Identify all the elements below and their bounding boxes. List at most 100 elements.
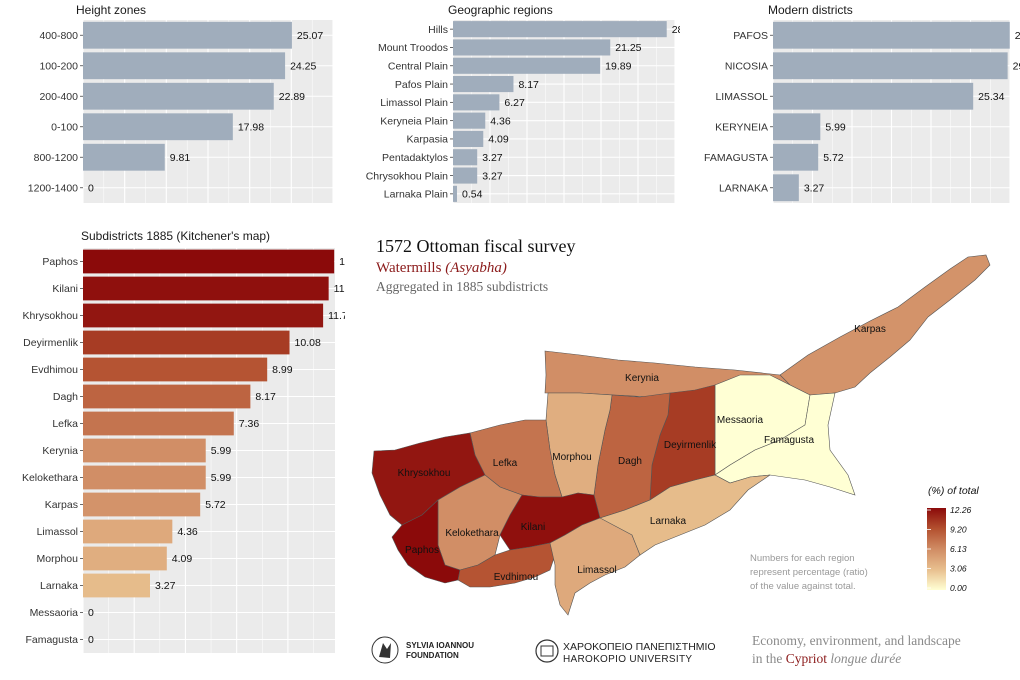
height-zones-data-label-1200-1400: 0: [88, 182, 94, 194]
subdistricts-data-label-limassol: 4.36: [177, 526, 198, 538]
modern-districts-chart: Modern districts PAFOS 29.97 NICOSIA 29.7 LI…: [704, 3, 1020, 203]
sylvia-ioannou-emblem-icon: [371, 636, 399, 664]
geographic-regions-tick-label-chrysokhou-plain: Chrysokhou Plain: [366, 170, 448, 182]
subdistricts-bar-kelokethara: [83, 465, 206, 490]
region-limassol: [549, 509, 641, 616]
map-label-evdhimou: Evdhimou: [494, 572, 538, 583]
height-zones-data-label-100-200: 24.25: [290, 60, 316, 72]
subdistricts-tick-label-kelokethara: Kelokethara: [22, 472, 78, 484]
subdistricts-bar-larnaka: [83, 573, 150, 598]
map-label-famagusta: Famagusta: [764, 435, 814, 446]
height-zones-data-label-0-100: 17.98: [238, 121, 264, 133]
modern-districts-bar-larnaka: [773, 174, 799, 202]
harokopio-emblem-icon: [535, 639, 559, 663]
modern-districts-bar-limassol: [773, 82, 974, 110]
subdistricts-data-label-kilani: 11.99: [334, 283, 345, 295]
subdistricts-tick-label-evdhimou: Evdhimou: [31, 364, 78, 376]
subdistricts-data-label-famagusta: 0: [88, 634, 94, 646]
modern-districts-data-label-larnaka: 3.27: [804, 182, 825, 194]
height-zones-title: Height zones: [76, 3, 146, 17]
height-zones-tick-label-0-100: 0-100: [51, 121, 78, 133]
sylvia-ioannou-logo: SYLVIA IOANNOU FOUNDATION: [371, 636, 474, 664]
subdistricts-tick-label-limassol: Limassol: [37, 526, 78, 538]
geographic-regions-bar-larnaka-plain: [453, 185, 457, 202]
modern-districts-data-label-keryneia: 5.99: [825, 121, 846, 133]
geographic-regions-tick-label-limassol-plain: Limassol Plain: [380, 97, 448, 109]
modern-districts-data-label-nicosia: 29.7: [1013, 60, 1020, 72]
map-label-kerynia: Kerynia: [625, 373, 659, 384]
sylvia-ioannou-line1: SYLVIA IOANNOU: [406, 641, 474, 650]
harokopio-line2: HAROKOPIO UNIVERSITY: [563, 654, 692, 665]
modern-districts-bar-nicosia: [773, 52, 1008, 80]
subdistricts-bar-dagh: [83, 384, 251, 409]
legend-tick-label: 3.06: [950, 564, 967, 574]
subdistricts-bar-khrysokhou: [83, 303, 324, 328]
tagline-post: longue durée: [827, 651, 901, 666]
modern-districts-bar-famagusta: [773, 143, 819, 171]
geographic-regions-tick-label-karpasia: Karpasia: [407, 134, 449, 146]
height-zones-tick-label-400-800: 400-800: [39, 30, 78, 42]
geographic-regions-bar-mount-troodos: [453, 39, 611, 56]
subdistricts-bar-karpas: [83, 492, 201, 517]
cyprus-map-panel: 1572 Ottoman fiscal survey Watermills (A…: [371, 236, 991, 666]
cyprus-choropleth: [371, 254, 991, 616]
geographic-regions-bar-limassol-plain: [453, 94, 500, 111]
geographic-regions-chart: Geographic regions Hills 28.88 Mount Trood…: [366, 3, 680, 203]
subdistricts-tick-label-morphou: Morphou: [37, 553, 79, 565]
height-zones-bar-0-100: [83, 113, 233, 141]
height-zones-plot: 400-800 25.07 100-200 24.25 200-400 22.89 0-10…: [28, 20, 334, 203]
modern-districts-tick-label-pafos: PAFOS: [733, 30, 768, 42]
modern-districts-plot: PAFOS 29.97 NICOSIA 29.7 LIMASSOL 25.34 KERYNE…: [704, 20, 1020, 203]
subdistricts-tick-label-famagusta: Famagusta: [25, 634, 78, 646]
height-zones-bar-400-800: [83, 21, 292, 49]
geographic-regions-title: Geographic regions: [448, 3, 553, 17]
modern-districts-data-label-famagusta: 5.72: [823, 152, 844, 164]
geographic-regions-tick-label-keryneia-plain: Keryneia Plain: [380, 115, 448, 127]
subdistricts-tick-label-dagh: Dagh: [53, 391, 78, 403]
tagline-pre: in the: [752, 651, 786, 666]
legend-tick-label: 9.20: [950, 525, 967, 535]
height-zones-data-label-200-400: 22.89: [279, 91, 305, 103]
subdistricts-tick-label-deyirmenlik: Deyirmenlik: [23, 337, 79, 349]
subdistricts-bar-evdhimou: [83, 357, 268, 382]
geographic-regions-bar-karpasia: [453, 130, 484, 148]
modern-districts-data-label-pafos: 29.97: [1015, 30, 1020, 42]
harokopio-line1: ΧΑΡΟΚΟΠΕΙΟ ΠΑΝΕΠΙΣΤΗΜΙΟ: [563, 641, 716, 653]
legend-tick-label: 12.26: [950, 505, 972, 515]
geographic-regions-tick-label-hills: Hills: [428, 24, 448, 36]
height-zones-tick-label-200-400: 200-400: [39, 91, 78, 103]
geographic-regions-data-label-limassol-plain: 6.27: [504, 97, 525, 109]
map-subtitle: Watermills (Asyabha): [376, 260, 507, 276]
subdistricts-bar-lefka: [83, 411, 234, 436]
geographic-regions-tick-label-larnaka-plain: Larnaka Plain: [384, 189, 448, 201]
subdistricts-tick-label-messaoria: Messaoria: [30, 607, 79, 619]
map-label-morphou: Morphou: [552, 452, 591, 463]
subdistricts-data-label-kerynia: 5.99: [211, 445, 232, 457]
modern-districts-tick-label-keryneia: KERYNEIA: [715, 121, 768, 133]
modern-districts-tick-label-famagusta: FAMAGUSTA: [704, 152, 768, 164]
subdistricts-bar-kilani: [83, 276, 329, 301]
modern-districts-title: Modern districts: [768, 3, 853, 17]
region-evdhimou: [457, 542, 556, 588]
tagline-line1: Economy, environment, and landscape: [752, 633, 961, 648]
subdistricts-data-label-karpas: 5.72: [205, 499, 226, 511]
geographic-regions-tick-label-mount-troodos: Mount Troodos: [378, 42, 448, 54]
modern-districts-bar-pafos: [773, 21, 1010, 49]
geographic-regions-data-label-chrysokhou-plain: 3.27: [482, 170, 503, 182]
sylvia-ioannou-line2: FOUNDATION: [406, 651, 459, 660]
subdistricts-tick-label-larnaka: Larnaka: [40, 580, 78, 592]
map-label-deyirmenlik: Deyirmenlik: [664, 440, 717, 451]
geographic-regions-data-label-karpasia: 4.09: [488, 134, 509, 146]
tagline-line2: in the Cypriot longue durée: [752, 651, 901, 666]
geographic-regions-data-label-pentadaktylos: 3.27: [482, 152, 503, 164]
height-zones-bar-200-400: [83, 82, 274, 110]
height-zones-tick-label-1200-1400: 1200-1400: [28, 182, 78, 194]
geographic-regions-bar-keryneia-plain: [453, 112, 486, 129]
map-label-messaoria: Messaoria: [717, 415, 764, 426]
subdistricts-bar-kerynia: [83, 438, 206, 463]
map-label-dagh: Dagh: [618, 456, 642, 467]
subdistricts-title: Subdistricts 1885 (Kitchener's map): [81, 229, 270, 243]
subdistricts-bar-morphou: [83, 546, 167, 571]
subdistricts-plot: Paphos 12.26 Kilani 11.99 Khrysokhou 11.72 Dey…: [22, 248, 345, 653]
legend-title: (%) of total: [928, 485, 979, 497]
